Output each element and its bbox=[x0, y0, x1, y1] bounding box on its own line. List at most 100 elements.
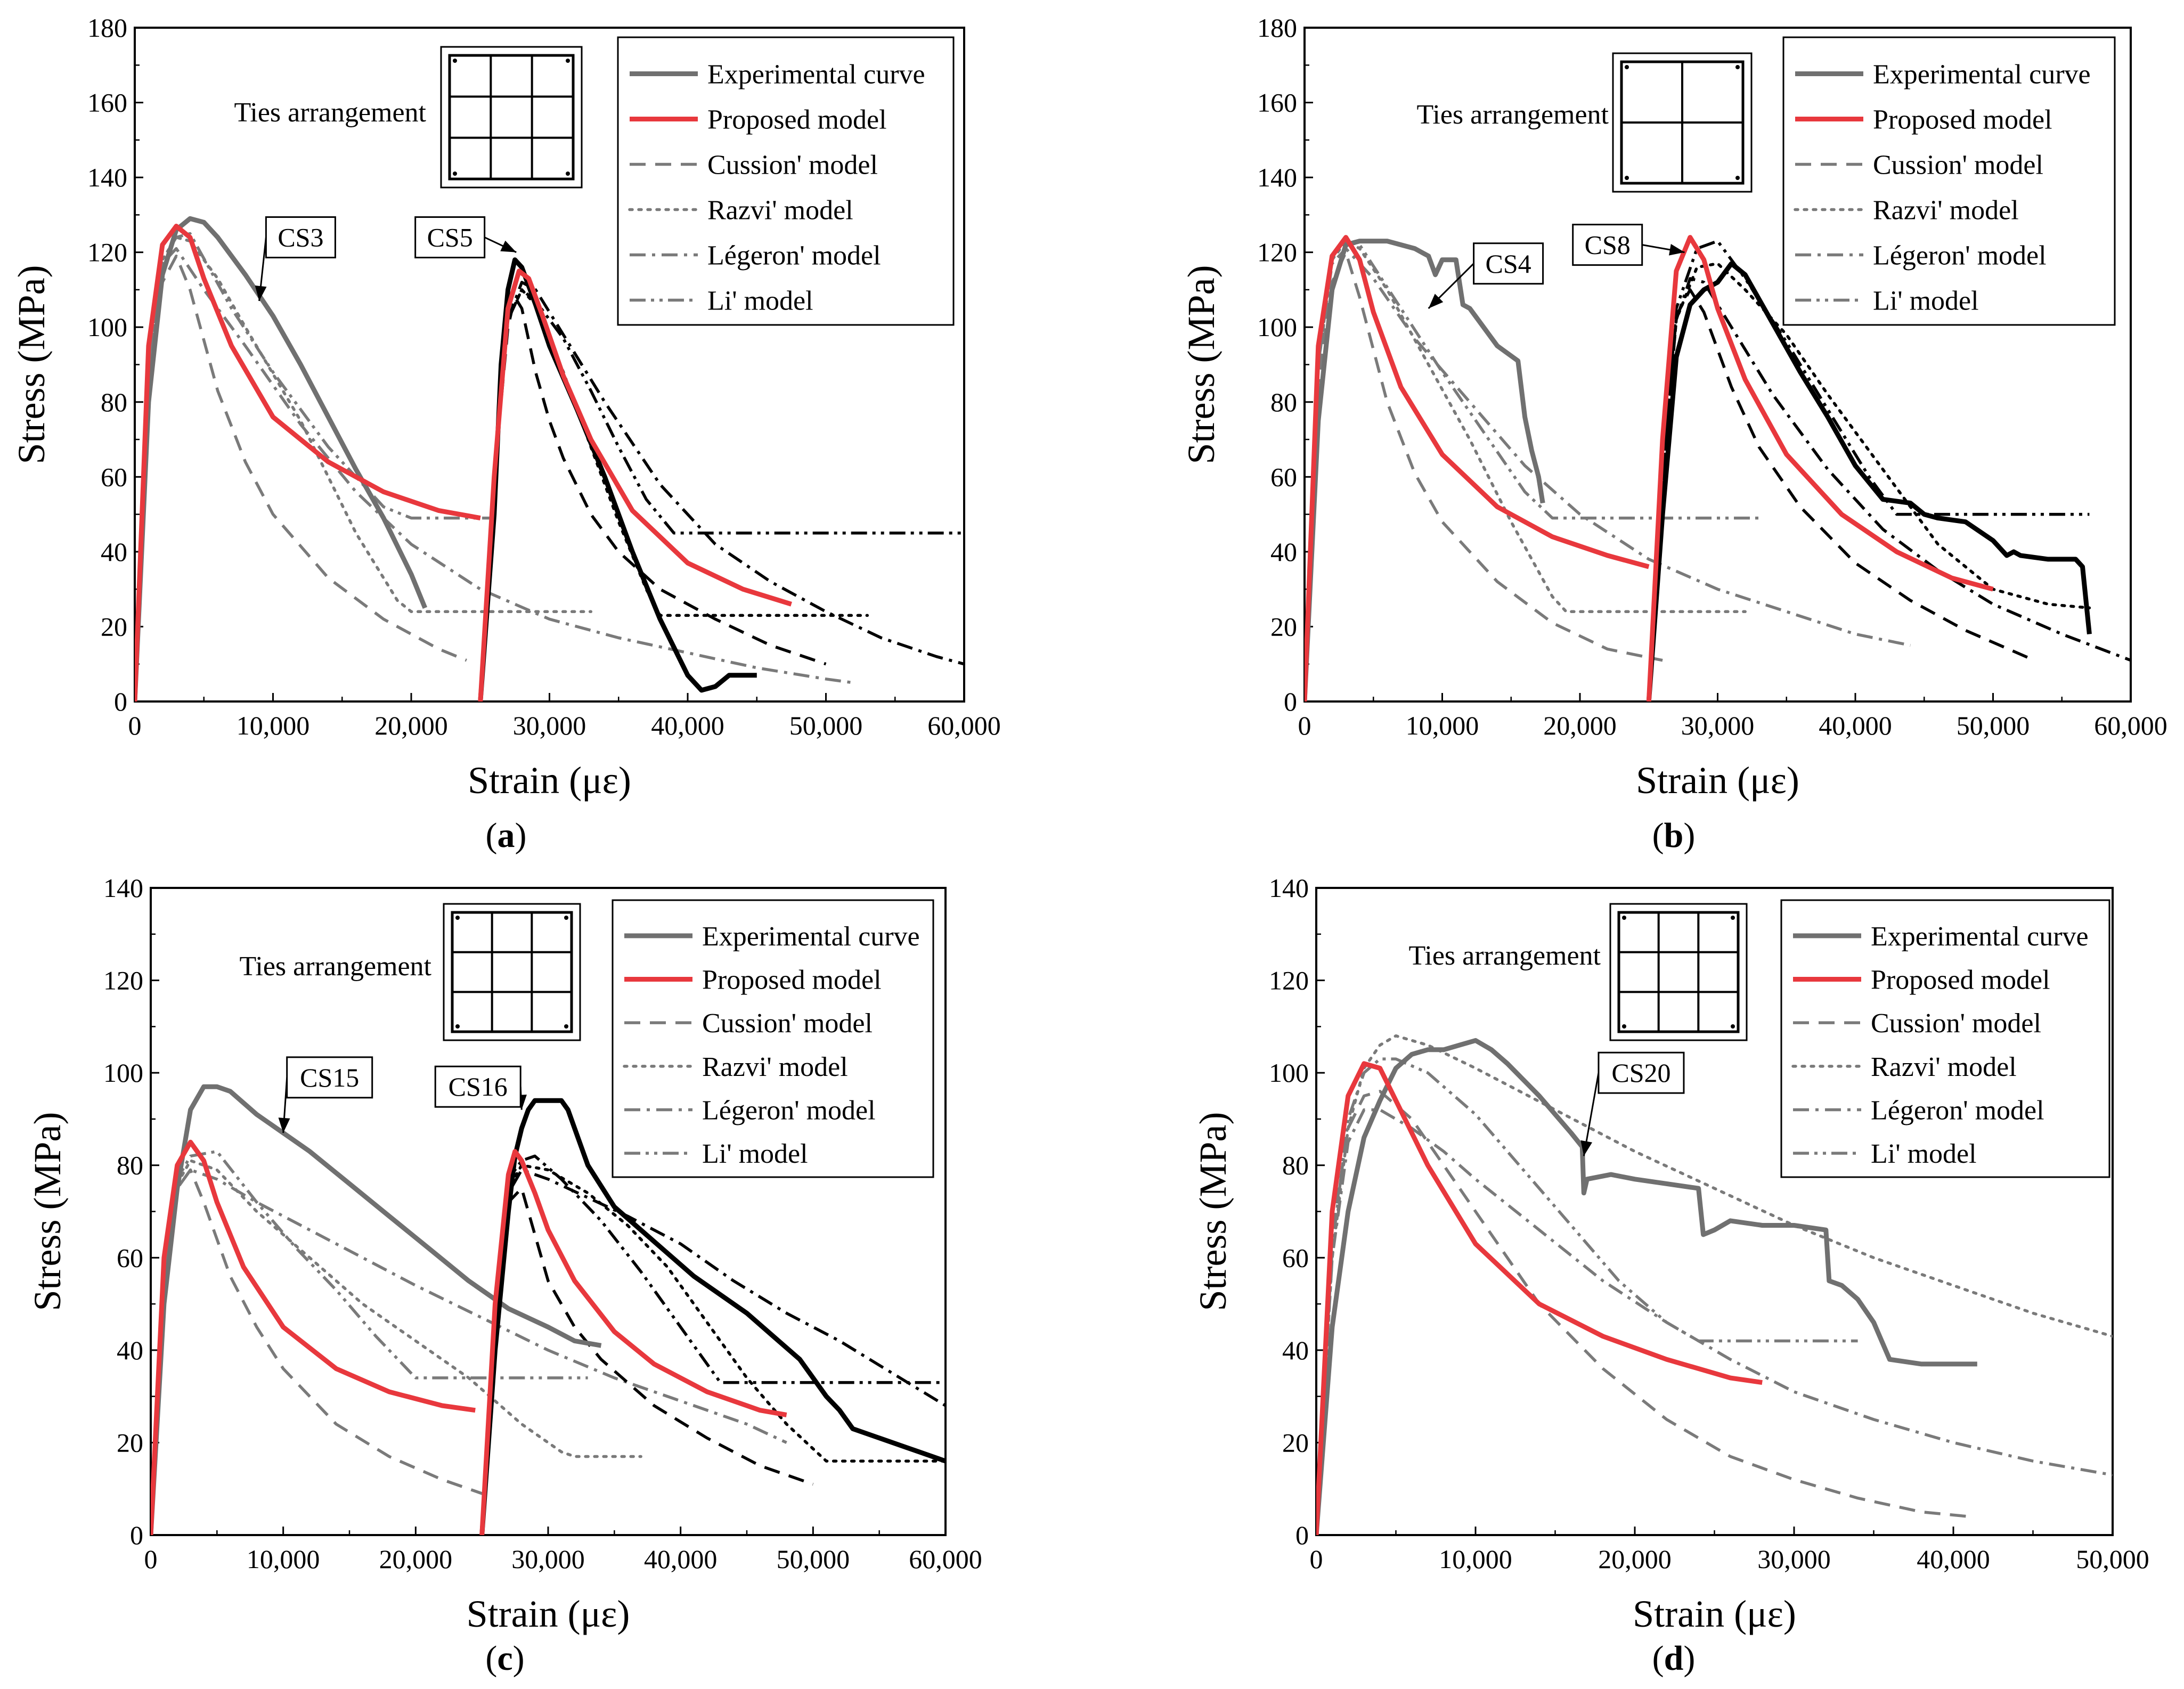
annotation-box bbox=[414, 216, 486, 259]
y-axis-label: Stress (MPa) bbox=[10, 265, 53, 464]
x-tick-label: 10,000 bbox=[1439, 1544, 1512, 1574]
panel-caption: (a) bbox=[486, 816, 527, 855]
section-outline bbox=[443, 903, 581, 1041]
series-group bbox=[135, 216, 964, 701]
y-tick-label: 80 bbox=[101, 387, 127, 417]
chart-panel-c: 0 10,000 20,000 30,000 40,000 50,000 60,000 0 20… bbox=[26, 873, 982, 1678]
legend-label-l-geron-model: Légeron' model bbox=[1873, 241, 2047, 271]
x-tick-label: 0 bbox=[1298, 711, 1311, 740]
annotation-arrowhead bbox=[500, 240, 517, 252]
legend-box bbox=[1782, 36, 2116, 326]
series-group bbox=[151, 1084, 946, 1535]
y-tick-label: 140 bbox=[1257, 162, 1297, 192]
legend-label-li-model: Li' model bbox=[702, 1139, 808, 1169]
legend-label-razvi-model: Razvi' model bbox=[702, 1052, 848, 1082]
annotation-cs16: CS16 bbox=[434, 1065, 527, 1110]
x-tick-label: 30,000 bbox=[1757, 1544, 1831, 1574]
legend: Experimental curve Proposed model Cussion'… bbox=[612, 899, 934, 1178]
x-tick-label: 20,000 bbox=[1598, 1544, 1672, 1574]
x-tick-label: 60,000 bbox=[909, 1544, 982, 1574]
y-tick-label: 120 bbox=[103, 966, 143, 996]
section-outline bbox=[1609, 903, 1748, 1041]
y-tick-label: 40 bbox=[1270, 537, 1297, 567]
x-tick-label: 40,000 bbox=[651, 711, 724, 740]
x-tick-label: 10,000 bbox=[237, 711, 310, 740]
hook-mark bbox=[564, 1024, 568, 1029]
hoop bbox=[448, 54, 575, 181]
annotation-cs3: CS3 bbox=[255, 216, 336, 301]
y-tick-label: 160 bbox=[1257, 88, 1297, 118]
x-tick-label: 20,000 bbox=[374, 711, 448, 740]
x-tick-label: 50,000 bbox=[777, 1544, 850, 1574]
x-tick-label: 50,000 bbox=[789, 711, 863, 740]
legend-label-experimental-curve: Experimental curve bbox=[702, 921, 920, 952]
panel-caption: (d) bbox=[1652, 1639, 1696, 1678]
series-line-cs4-experimental-curve bbox=[1305, 239, 1545, 701]
y-tick-label: 80 bbox=[1270, 387, 1297, 417]
hoop bbox=[1617, 911, 1740, 1033]
legend-label-cussion-model: Cussion' model bbox=[1871, 1008, 2041, 1039]
y-tick-label: 20 bbox=[117, 1427, 143, 1457]
y-axis-label: Stress (MPa) bbox=[26, 1112, 69, 1311]
ties-arrangement-inset: Ties arrangement bbox=[239, 903, 581, 1041]
annotation-box bbox=[1473, 242, 1544, 285]
hook-mark bbox=[1625, 65, 1629, 69]
y-tick-label: 0 bbox=[114, 687, 127, 716]
annotation-box bbox=[286, 1056, 373, 1099]
y-tick-label: 60 bbox=[1270, 462, 1297, 492]
hook-mark bbox=[453, 172, 457, 176]
y-axis-label: Stress (MPa) bbox=[1180, 265, 1223, 464]
y-tick-label: 100 bbox=[87, 312, 127, 342]
y-tick-label: 100 bbox=[1269, 1058, 1309, 1088]
legend-label-razvi-model: Razvi' model bbox=[1873, 195, 2019, 226]
annotation-label: CS5 bbox=[427, 223, 473, 252]
series-line-cs20-cussion-model bbox=[1316, 1090, 1970, 1535]
series-line-cs20-l-geron-model bbox=[1316, 1108, 2113, 1535]
legend-label-experimental-curve: Experimental curve bbox=[1871, 921, 2089, 952]
x-axis-label: Strain (με) bbox=[468, 759, 631, 802]
series-group bbox=[1305, 235, 2131, 701]
annotation-cs20: CS20 bbox=[1580, 1051, 1685, 1156]
series-group bbox=[1316, 1034, 2113, 1535]
y-tick-label: 140 bbox=[103, 873, 143, 903]
annotation-box bbox=[1598, 1051, 1685, 1094]
x-tick-label: 0 bbox=[128, 711, 142, 740]
y-tick-label: 80 bbox=[117, 1151, 143, 1180]
legend-label-razvi-model: Razvi' model bbox=[1871, 1052, 2017, 1082]
y-tick-label: 40 bbox=[117, 1335, 143, 1365]
ties-arrangement-label: Ties arrangement bbox=[239, 951, 431, 982]
legend-label-li-model: Li' model bbox=[1871, 1139, 1977, 1169]
hoop bbox=[451, 911, 573, 1033]
legend-label-proposed-model: Proposed model bbox=[707, 105, 887, 135]
series-line-cs16-experimental-curve bbox=[479, 1098, 946, 1535]
hook-mark bbox=[453, 59, 457, 63]
series-line-cs20-razvi-model bbox=[1316, 1034, 2113, 1535]
series-line-cs8-proposed-model bbox=[1646, 235, 1994, 701]
x-tick-label: 0 bbox=[1310, 1544, 1323, 1574]
series-line-cs15-experimental-curve bbox=[151, 1084, 602, 1535]
series-line-cs3-proposed-model bbox=[135, 224, 481, 701]
chart-panel-d: 0 10,000 20,000 30,000 40,000 50,000 0 20 40 60 80… bbox=[1192, 873, 2149, 1678]
annotation-label: CS20 bbox=[1611, 1058, 1670, 1088]
y-tick-label: 140 bbox=[87, 162, 127, 192]
chart-panel-a: 0 10,000 20,000 30,000 40,000 50,000 60,000 0 20… bbox=[10, 13, 1001, 855]
annotation-label: CS4 bbox=[1485, 249, 1531, 279]
y-tick-label: 140 bbox=[1269, 873, 1309, 903]
series-line-cs15-proposed-model bbox=[151, 1139, 476, 1535]
series-line-cs3-cussion-model bbox=[135, 254, 467, 701]
y-tick-label: 180 bbox=[1257, 13, 1297, 43]
x-tick-label: 30,000 bbox=[511, 1544, 585, 1574]
annotation-label: CS3 bbox=[278, 223, 323, 252]
x-tick-label: 0 bbox=[144, 1544, 158, 1574]
ties-arrangement-inset: Ties arrangement bbox=[234, 46, 583, 189]
legend-label-proposed-model: Proposed model bbox=[702, 965, 882, 996]
annotation-cs15: CS15 bbox=[278, 1056, 373, 1133]
annotation-label: CS16 bbox=[449, 1072, 508, 1101]
legend-label-proposed-model: Proposed model bbox=[1871, 965, 2050, 996]
y-tick-label: 120 bbox=[1257, 238, 1297, 267]
annotation-box bbox=[265, 216, 336, 259]
legend-label-l-geron-model: Légeron' model bbox=[707, 241, 881, 271]
chart-panel-b: 0 10,000 20,000 30,000 40,000 50,000 60,000 0 20… bbox=[1180, 13, 2167, 855]
legend-box bbox=[612, 899, 934, 1178]
legend-label-proposed-model: Proposed model bbox=[1873, 105, 2052, 135]
